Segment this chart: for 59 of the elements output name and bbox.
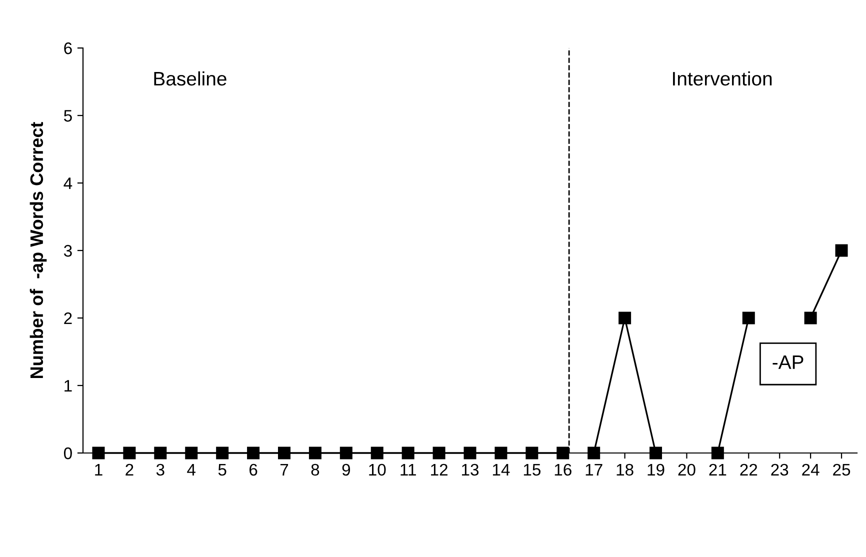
point <box>556 446 570 460</box>
point <box>92 446 105 460</box>
y-tick-label: 6 <box>64 42 72 54</box>
point <box>216 446 229 460</box>
x-tick-label: 25 <box>833 464 850 476</box>
y-tick-label: 5 <box>64 110 72 122</box>
point <box>123 446 136 460</box>
y-tick-label: 4 <box>64 178 72 190</box>
point <box>650 446 662 460</box>
point <box>588 446 600 460</box>
x-tick-label: 2 <box>126 464 134 476</box>
x-tick-label: 18 <box>616 464 634 476</box>
x-tick-label: 7 <box>280 464 288 476</box>
x-tick-label: 5 <box>218 464 226 476</box>
y-tick-label: 1 <box>64 380 72 392</box>
x-tick-label: 17 <box>586 464 602 476</box>
x-tick-label: 1 <box>95 464 102 476</box>
y-tick-label: 3 <box>64 244 72 257</box>
point <box>464 446 476 460</box>
point <box>618 312 632 324</box>
x-tick-label: 12 <box>431 464 448 476</box>
x-tick-label: 8 <box>311 464 320 476</box>
y-axis-title: Number of -ap Words Correct <box>30 122 47 378</box>
x-tick-label: 13 <box>462 464 479 476</box>
point <box>835 244 848 257</box>
x-tick-label: 22 <box>740 464 758 476</box>
point <box>526 446 538 460</box>
x-tick-label: 6 <box>249 464 258 476</box>
x-tick-label: 3 <box>156 464 164 476</box>
point <box>370 446 384 460</box>
x-tick-label: 23 <box>771 464 788 476</box>
x-tick-label: 14 <box>492 464 510 476</box>
annotation: Intervention <box>673 71 772 86</box>
point <box>804 312 817 324</box>
x-tick-label: 16 <box>554 464 572 476</box>
y-tick-label: 2 <box>64 312 72 324</box>
x-tick-label: 10 <box>369 464 386 476</box>
point <box>494 446 508 460</box>
x-tick-label: 15 <box>524 464 540 476</box>
x-tick-label: 4 <box>187 464 196 476</box>
point <box>402 446 414 460</box>
point <box>432 446 446 460</box>
point <box>185 446 198 460</box>
point <box>711 446 724 460</box>
x-tick-label: 9 <box>342 464 350 476</box>
point <box>340 446 352 460</box>
x-tick-label: 24 <box>802 464 820 476</box>
x-tick-label: 20 <box>678 464 696 476</box>
point <box>154 446 167 460</box>
point <box>247 446 260 460</box>
x-tick-label: 21 <box>709 464 726 476</box>
x-tick-label: 19 <box>648 464 664 476</box>
annotation: Baseline <box>154 71 226 86</box>
x-tick-label: 11 <box>400 464 416 476</box>
point <box>742 312 755 324</box>
annotation: -AP <box>772 356 804 369</box>
point <box>308 446 322 460</box>
point <box>278 446 290 460</box>
y-tick-label: 0 <box>64 447 72 460</box>
